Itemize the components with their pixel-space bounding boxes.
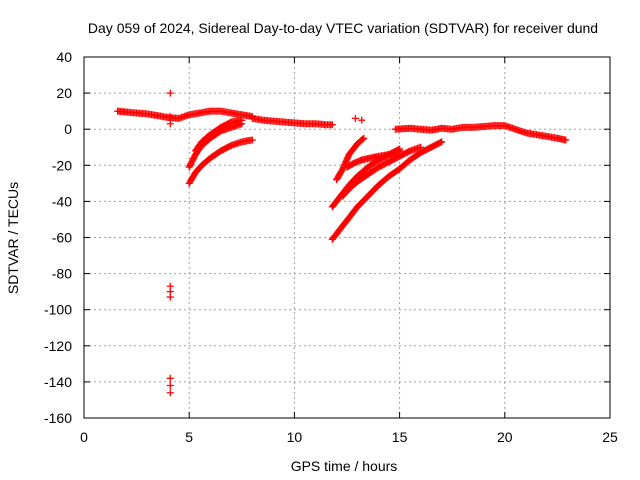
y-tick-label: -40 xyxy=(52,193,72,209)
data-point xyxy=(166,374,174,382)
y-tick-label: -140 xyxy=(44,374,72,390)
y-tick-label: -160 xyxy=(44,410,72,426)
data-point xyxy=(358,116,366,124)
x-axis-label: GPS time / hours xyxy=(291,458,398,474)
data-point xyxy=(438,138,446,146)
data-point xyxy=(166,389,174,397)
data-point xyxy=(562,136,570,144)
y-axis-label: SDTVAR / TECUs xyxy=(5,182,21,294)
y-tick-label: -100 xyxy=(44,302,72,318)
data-point xyxy=(417,143,425,151)
x-tick-label: 0 xyxy=(80,429,88,445)
data-point xyxy=(166,113,174,121)
y-tick-label: -60 xyxy=(52,230,72,246)
x-tick-label: 20 xyxy=(497,429,513,445)
plot-frame xyxy=(83,56,611,419)
y-tick-label: -80 xyxy=(52,266,72,282)
grid xyxy=(84,57,610,418)
x-tick-label: 25 xyxy=(602,429,618,445)
data-point xyxy=(248,136,256,144)
plot-points xyxy=(114,89,570,397)
data-point xyxy=(166,89,174,97)
y-tick-label: 0 xyxy=(64,121,72,137)
data-point xyxy=(166,293,174,301)
data-point xyxy=(436,139,444,147)
x-tick-label: 5 xyxy=(185,429,193,445)
axis-ticks: 0 5 10 15 20 25 -160 -140 -120 -100 -80 -60 -40 -20 0 2… xyxy=(44,49,618,445)
x-tick-label: 10 xyxy=(287,429,303,445)
data-point xyxy=(328,121,336,129)
data-point xyxy=(359,135,367,143)
data-point xyxy=(351,114,359,122)
data-point xyxy=(166,382,174,390)
data-point xyxy=(238,116,246,124)
y-tick-label: -20 xyxy=(52,157,72,173)
y-tick-label: 40 xyxy=(56,49,72,65)
data-point xyxy=(360,134,368,142)
data-point xyxy=(396,147,404,155)
chart-title: Day 059 of 2024, Sidereal Day-to-day VTE… xyxy=(88,20,598,36)
y-tick-label: 20 xyxy=(56,85,72,101)
data-point xyxy=(166,120,174,128)
x-tick-label: 15 xyxy=(392,429,408,445)
y-tick-label: -120 xyxy=(44,338,72,354)
